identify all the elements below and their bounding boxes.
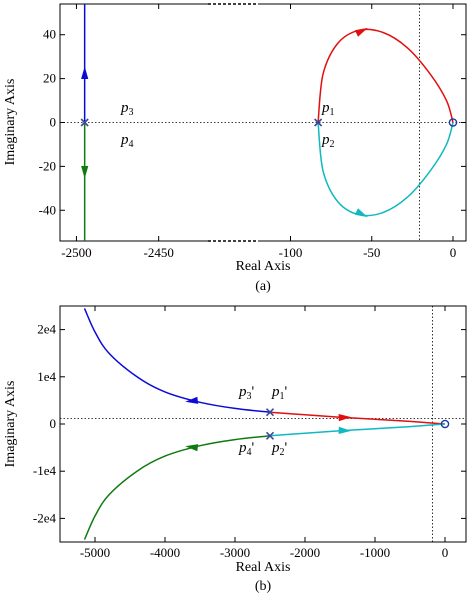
panel-b-ylabel: Imaginary Axis bbox=[3, 381, 18, 468]
arrow-cyan bbox=[354, 208, 368, 218]
panel-a-series bbox=[83, 4, 454, 241]
arrow-b-cyan bbox=[338, 426, 352, 434]
zero-marker-b bbox=[440, 419, 450, 429]
panel-a-ylabel: Imaginary Axis bbox=[3, 79, 18, 166]
panel-a-xtick-label: -50 bbox=[363, 245, 380, 260]
pole-marker-p1-p3-prime bbox=[265, 408, 275, 417]
panel-a-caption: (a) bbox=[255, 279, 271, 294]
panel-b-xlabel: Real Axis bbox=[236, 560, 291, 575]
arrow-green bbox=[81, 166, 89, 179]
panel-a-ytick-label: 0 bbox=[50, 115, 57, 130]
panel-b-xtick-label: -1000 bbox=[360, 545, 390, 560]
panel-a-xtick-label: 0 bbox=[450, 245, 457, 260]
panel-a-marks bbox=[80, 27, 458, 218]
panel-b-frame bbox=[59, 305, 467, 543]
pole-marker-p3-p4 bbox=[80, 118, 89, 127]
panel-a-xlabel: Real Axis bbox=[236, 259, 291, 274]
pole-label-p1-prime: p1' bbox=[271, 384, 288, 402]
panel-b-xtick-label: -2000 bbox=[290, 545, 320, 560]
panel-b-caption: (b) bbox=[255, 579, 272, 594]
locus-branch-b-cyan bbox=[269, 423, 446, 437]
panel-a-xtick-label: -2450 bbox=[143, 245, 173, 260]
panel-b-marks bbox=[185, 396, 450, 452]
pole-label-p3: p3 bbox=[120, 100, 134, 118]
locus-branch-b-red bbox=[269, 411, 446, 425]
zero-marker-a bbox=[448, 118, 458, 127]
panel-b-x-ticks: -5000 -4000 -3000 -2000 -1000 0 bbox=[80, 306, 448, 560]
pole-label-p3-prime: p3' bbox=[238, 384, 255, 402]
panel-b-series bbox=[83, 308, 446, 540]
locus-branch-b-blue bbox=[83, 308, 271, 413]
panel-b-xtick-label: -3000 bbox=[220, 545, 250, 560]
panel-b-ytick-label: -1e4 bbox=[33, 463, 57, 478]
panel-b-ytick-label: 0 bbox=[50, 416, 57, 431]
panel-b-xtick-label: -4000 bbox=[150, 545, 180, 560]
arrow-b-green bbox=[185, 444, 199, 452]
pole-label-p2: p2 bbox=[321, 132, 335, 150]
panel-b-ytick-label: 2e4 bbox=[37, 322, 56, 337]
pole-label-p1: p1 bbox=[321, 100, 335, 118]
arrow-b-red bbox=[338, 414, 352, 422]
panel-a-ytick-label: 40 bbox=[43, 27, 56, 42]
arrow-b-blue bbox=[185, 396, 199, 404]
locus-branch-cyan bbox=[317, 122, 454, 217]
pole-marker-p1-p2 bbox=[314, 118, 323, 127]
panel-b-xtick-label: -5000 bbox=[80, 545, 110, 560]
panel-b: 2e4 1e4 0 -1e4 -2e4 -5000 -4000 -3000 -2000 -100… bbox=[3, 305, 467, 594]
panel-b-ytick-label: -2e4 bbox=[33, 510, 57, 525]
arrow-red bbox=[354, 27, 368, 37]
panel-a-x-ticks: -2500 -2450 -100 -50 0 bbox=[61, 4, 456, 260]
panel-b-y-ticks: 2e4 1e4 0 -1e4 -2e4 bbox=[33, 322, 466, 525]
pole-label-p2-prime: p2' bbox=[271, 440, 288, 458]
panel-a-xtick-label: -100 bbox=[279, 245, 303, 260]
locus-branch-b-green bbox=[83, 435, 271, 540]
panel-a-ytick-label: -20 bbox=[39, 158, 56, 173]
panel-b-xtick-label: 0 bbox=[442, 545, 449, 560]
panel-a-y-ticks: 40 20 0 -20 -40 bbox=[39, 27, 466, 217]
panel-a-ytick-label: 20 bbox=[43, 71, 56, 86]
panel-b-ytick-label: 1e4 bbox=[37, 369, 56, 384]
pole-label-p4-prime: p4' bbox=[238, 440, 255, 458]
pole-label-p4: p4 bbox=[120, 132, 134, 150]
arrow-blue bbox=[81, 66, 89, 79]
panel-a-ytick-label: -40 bbox=[39, 202, 56, 217]
pole-marker-p2-p4-prime bbox=[265, 431, 275, 440]
panel-a-xtick-label: -2500 bbox=[61, 245, 91, 260]
locus-branch-red bbox=[317, 28, 454, 123]
